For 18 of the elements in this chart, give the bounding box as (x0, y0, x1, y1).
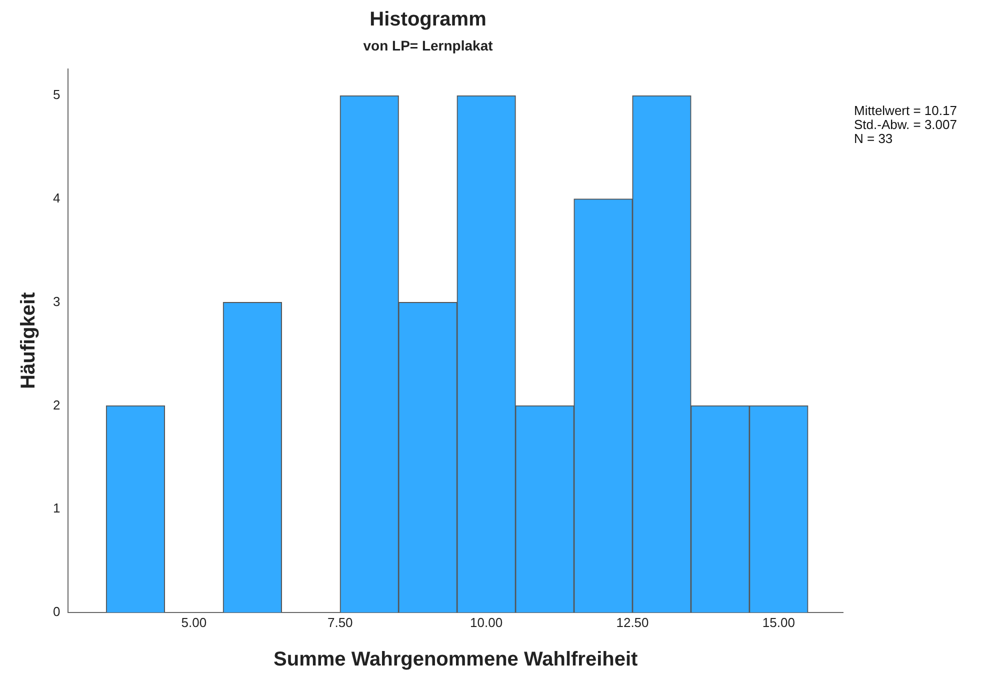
x-tick-label: 12.50 (616, 614, 649, 630)
chart-subtitle: von LP= Lernplakat (363, 37, 494, 54)
y-tick-label: 5 (52, 87, 60, 102)
x-tick-label: 7.50 (327, 614, 353, 630)
x-tick-label: 10.00 (470, 614, 503, 630)
y-tick-label: 2 (52, 397, 60, 412)
y-tick-label: 4 (52, 190, 60, 206)
x-tick-label: 5.00 (181, 614, 207, 630)
x-tick-label: 15.00 (762, 614, 795, 630)
text: Std.-Abw. = 3.007 (854, 117, 957, 132)
text: N = 33 (854, 131, 894, 146)
y-axis-title: Häufigkeit (18, 292, 40, 389)
y-tick-label: 0 (52, 604, 60, 619)
y-tick-label: 3 (52, 294, 60, 309)
x-axis-title: Summe Wahrgenommene Wahlfreiheit (274, 648, 638, 671)
chart-title: Histogramm (370, 8, 486, 31)
text: Mittelwert = 10.17 (854, 103, 957, 118)
y-tick-label: 1 (52, 500, 60, 516)
